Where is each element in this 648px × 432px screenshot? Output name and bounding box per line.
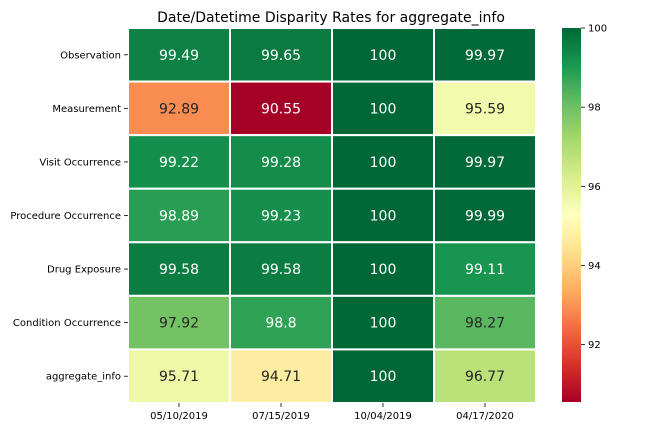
cell-value-label: 90.55: [261, 101, 301, 117]
cell-value-label: 99.49: [159, 48, 199, 64]
cell-value-label: 99.97: [465, 48, 505, 64]
cell-value-label: 100: [370, 316, 397, 332]
colorbar-tick-label: 96: [588, 182, 601, 193]
column-label: 07/15/2019: [252, 411, 310, 422]
heatmap-cell: [433, 348, 537, 404]
heatmap-cell: [433, 294, 537, 351]
cell-value-label: 99.58: [261, 262, 301, 278]
heatmap-cell: [433, 241, 537, 297]
chart-title: Date/Datetime Disparity Rates for aggreg…: [157, 10, 505, 26]
row-label: Observation: [60, 50, 121, 61]
cell-value-label: 100: [370, 262, 397, 278]
cell-value-label: 92.89: [159, 101, 199, 117]
cell-value-label: 99.97: [465, 155, 505, 171]
colorbar-tick-label: 92: [588, 340, 601, 351]
cell-value-label: 99.23: [261, 209, 301, 225]
cell-value-label: 95.71: [159, 369, 199, 385]
heatmap-cell: [433, 27, 537, 83]
cell-value-label: 100: [370, 369, 397, 385]
cell-value-label: 99.65: [261, 48, 301, 64]
cell-value-label: 100: [370, 101, 397, 117]
heatmap-cells: 99.49 99.65 100 99.97 92.89 90.55 100 95.59 99.2…: [127, 27, 537, 404]
heatmap-cell: [331, 348, 435, 404]
cell-value-label: 100: [370, 48, 397, 64]
cell-value-label: 98.89: [159, 209, 199, 225]
row-label: aggregate_info: [46, 372, 121, 383]
cell-value-label: 99.28: [261, 155, 301, 171]
colorbar-ticks: 92 94 96 98 100: [581, 24, 607, 351]
heatmap-cell: [433, 187, 537, 244]
row-labels: Observation Measurement Visit Occurrence Pr…: [10, 50, 128, 383]
heatmap-cell: [331, 294, 435, 351]
heatmap-cell: [433, 80, 537, 137]
row-label: Visit Occurrence: [39, 157, 121, 168]
heatmap-cell: [229, 27, 333, 83]
row-label: Drug Exposure: [47, 265, 121, 276]
cell-value-label: 100: [370, 209, 397, 225]
column-label: 10/04/2019: [354, 411, 412, 422]
colorbar-tick-label: 94: [588, 261, 601, 272]
cell-value-label: 98.27: [465, 316, 505, 332]
heatmap-cell: [229, 294, 333, 351]
colorbar-tick-label: 98: [588, 103, 601, 114]
cell-value-label: 98.8: [265, 316, 296, 332]
colorbar: [562, 28, 581, 402]
heatmap-cell: [229, 80, 333, 137]
cell-value-label: 99.99: [465, 209, 505, 225]
cell-value-label: 99.22: [159, 155, 199, 171]
row-label: Procedure Occurrence: [10, 211, 121, 222]
row-label: Measurement: [52, 104, 121, 115]
column-label: 04/17/2020: [456, 411, 514, 422]
column-label: 05/10/2019: [150, 411, 208, 422]
cell-value-label: 100: [370, 155, 397, 171]
heatmap-cell: [229, 241, 333, 297]
heatmap-cell: [229, 187, 333, 244]
heatmap-cell: [331, 241, 435, 297]
heatmap-cell: [433, 134, 537, 190]
cell-value-label: 94.71: [261, 369, 301, 385]
cell-value-label: 99.58: [159, 262, 199, 278]
cell-value-label: 99.11: [465, 262, 505, 278]
cell-value-label: 95.59: [465, 101, 505, 117]
row-label: Condition Occurrence: [13, 318, 121, 329]
cell-value-label: 96.77: [465, 369, 505, 385]
colorbar-tick-label: 100: [588, 24, 607, 35]
heatmap-cell: [229, 134, 333, 190]
cell-value-label: 97.92: [159, 316, 199, 332]
column-labels: 05/10/2019 07/15/2019 10/04/2019 04/17/2020: [150, 403, 514, 422]
